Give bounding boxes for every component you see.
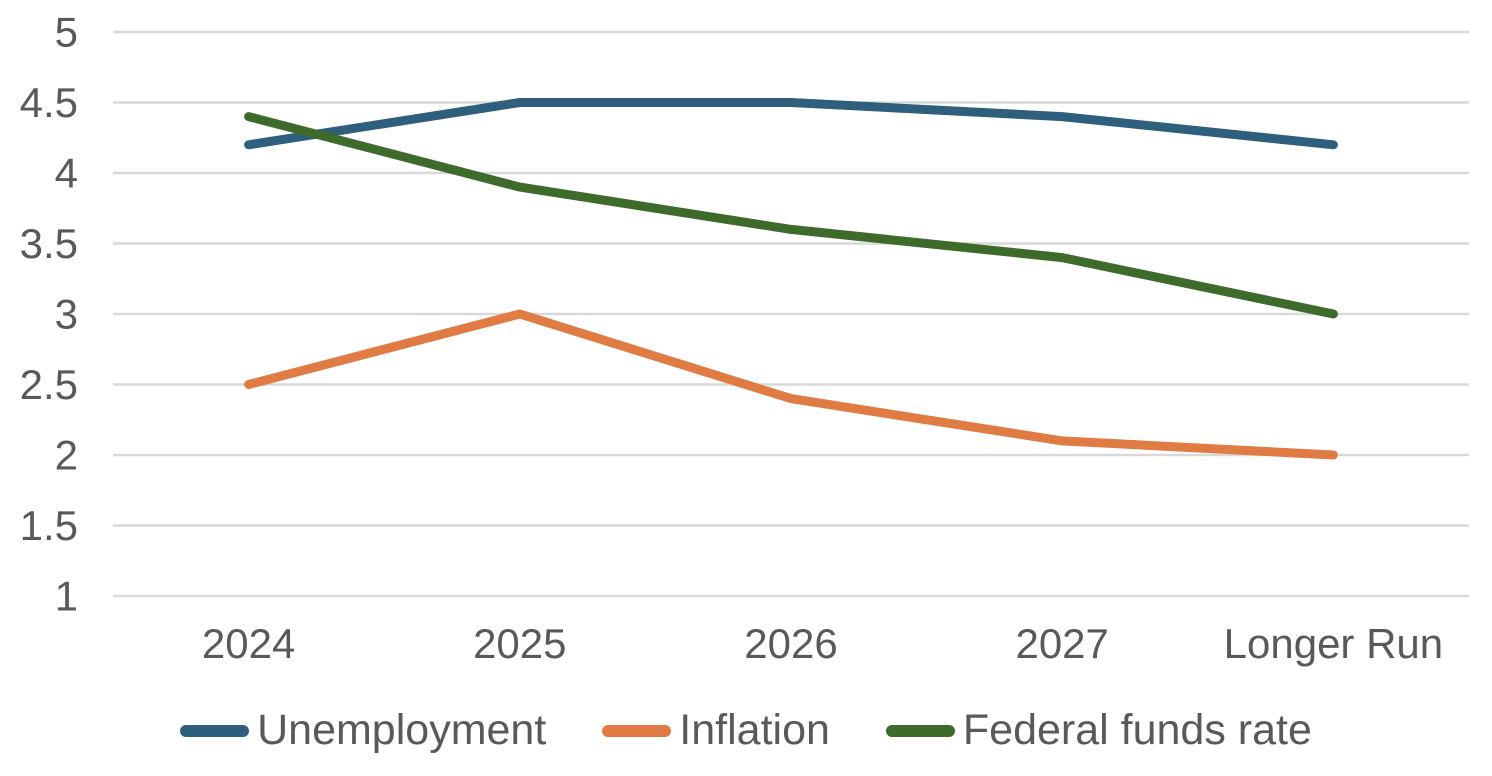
y-tick-label: 4.5 [20,79,78,126]
x-tick-label: 2025 [473,620,566,667]
series-line-inflation [244,309,1338,460]
series-line-unemployment [244,98,1338,150]
legend-item-federal-funds-rate: Federal funds rate [885,706,1312,754]
y-tick-label: 1.5 [20,502,78,549]
y-tick-label: 3 [55,291,78,338]
y-tick-label: 1 [55,573,78,620]
legend-item-unemployment: Unemployment [180,706,547,754]
y-tick-label: 3.5 [20,220,78,267]
legend-dash-icon [180,724,250,737]
y-tick-label: 2.5 [20,361,78,408]
legend-label: Inflation [679,706,830,754]
x-tick-label: 2027 [1015,620,1108,667]
x-tick-label: Longer Run [1224,620,1444,667]
legend-dash-icon [885,724,955,737]
y-tick-label: 4 [55,150,78,197]
y-tick-label: 2 [55,432,78,479]
x-tick-label: 2024 [202,620,295,667]
x-tick-label: 2026 [744,620,837,667]
series-line-federal-funds-rate [244,112,1338,319]
y-tick-label: 5 [55,9,78,56]
legend-label: Unemployment [257,706,547,754]
legend-label: Federal funds rate [962,706,1312,754]
legend-item-inflation: Inflation [602,706,830,754]
legend-dash-icon [602,724,672,737]
legend: Unemployment Inflation Federal funds rate [0,706,1492,754]
